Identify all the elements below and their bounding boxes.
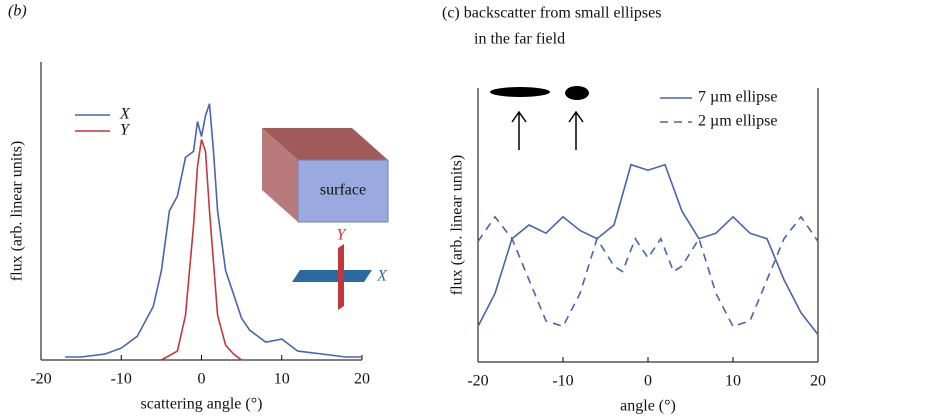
annotation: surface bbox=[320, 182, 366, 199]
x-tick-label: -10 bbox=[111, 371, 132, 388]
x-tick-label: 0 bbox=[644, 373, 652, 390]
line-series bbox=[161, 139, 243, 361]
line-series bbox=[477, 215, 819, 328]
legend-label: X bbox=[119, 106, 131, 123]
x-axis-label: scattering angle (°) bbox=[141, 396, 263, 413]
x-tick-label: -10 bbox=[552, 373, 573, 390]
ellipse-icons bbox=[490, 86, 589, 150]
line-series bbox=[477, 163, 819, 336]
y-axis-label: flux (arb. linear units) bbox=[9, 141, 26, 281]
legend-label: Y bbox=[120, 122, 131, 139]
x-axis-label: angle (°) bbox=[620, 398, 676, 415]
chart-title: (c) backscatter from small ellipses bbox=[442, 5, 661, 22]
annotation: X bbox=[376, 268, 388, 285]
x-tick-label: 0 bbox=[198, 371, 206, 388]
inset-block bbox=[262, 128, 389, 223]
x-tick-label: 10 bbox=[274, 371, 290, 388]
x-tick-label: 20 bbox=[810, 373, 826, 390]
x-tick-label: 20 bbox=[354, 371, 370, 388]
axes-icon bbox=[292, 244, 372, 310]
x-tick-label: -20 bbox=[30, 371, 51, 388]
line-series bbox=[65, 103, 362, 358]
annotation: Y bbox=[337, 227, 348, 244]
y-axis-label: flux (arb. linear units) bbox=[449, 155, 466, 295]
legend-label: 7 µm ellipse bbox=[698, 89, 777, 106]
x-tick-label: 10 bbox=[725, 373, 741, 390]
x-tick-label: -20 bbox=[467, 373, 488, 390]
legend-label: 2 µm ellipse bbox=[698, 113, 777, 130]
chart-title: in the far field bbox=[474, 31, 565, 48]
panel-label: (b) bbox=[8, 3, 27, 20]
